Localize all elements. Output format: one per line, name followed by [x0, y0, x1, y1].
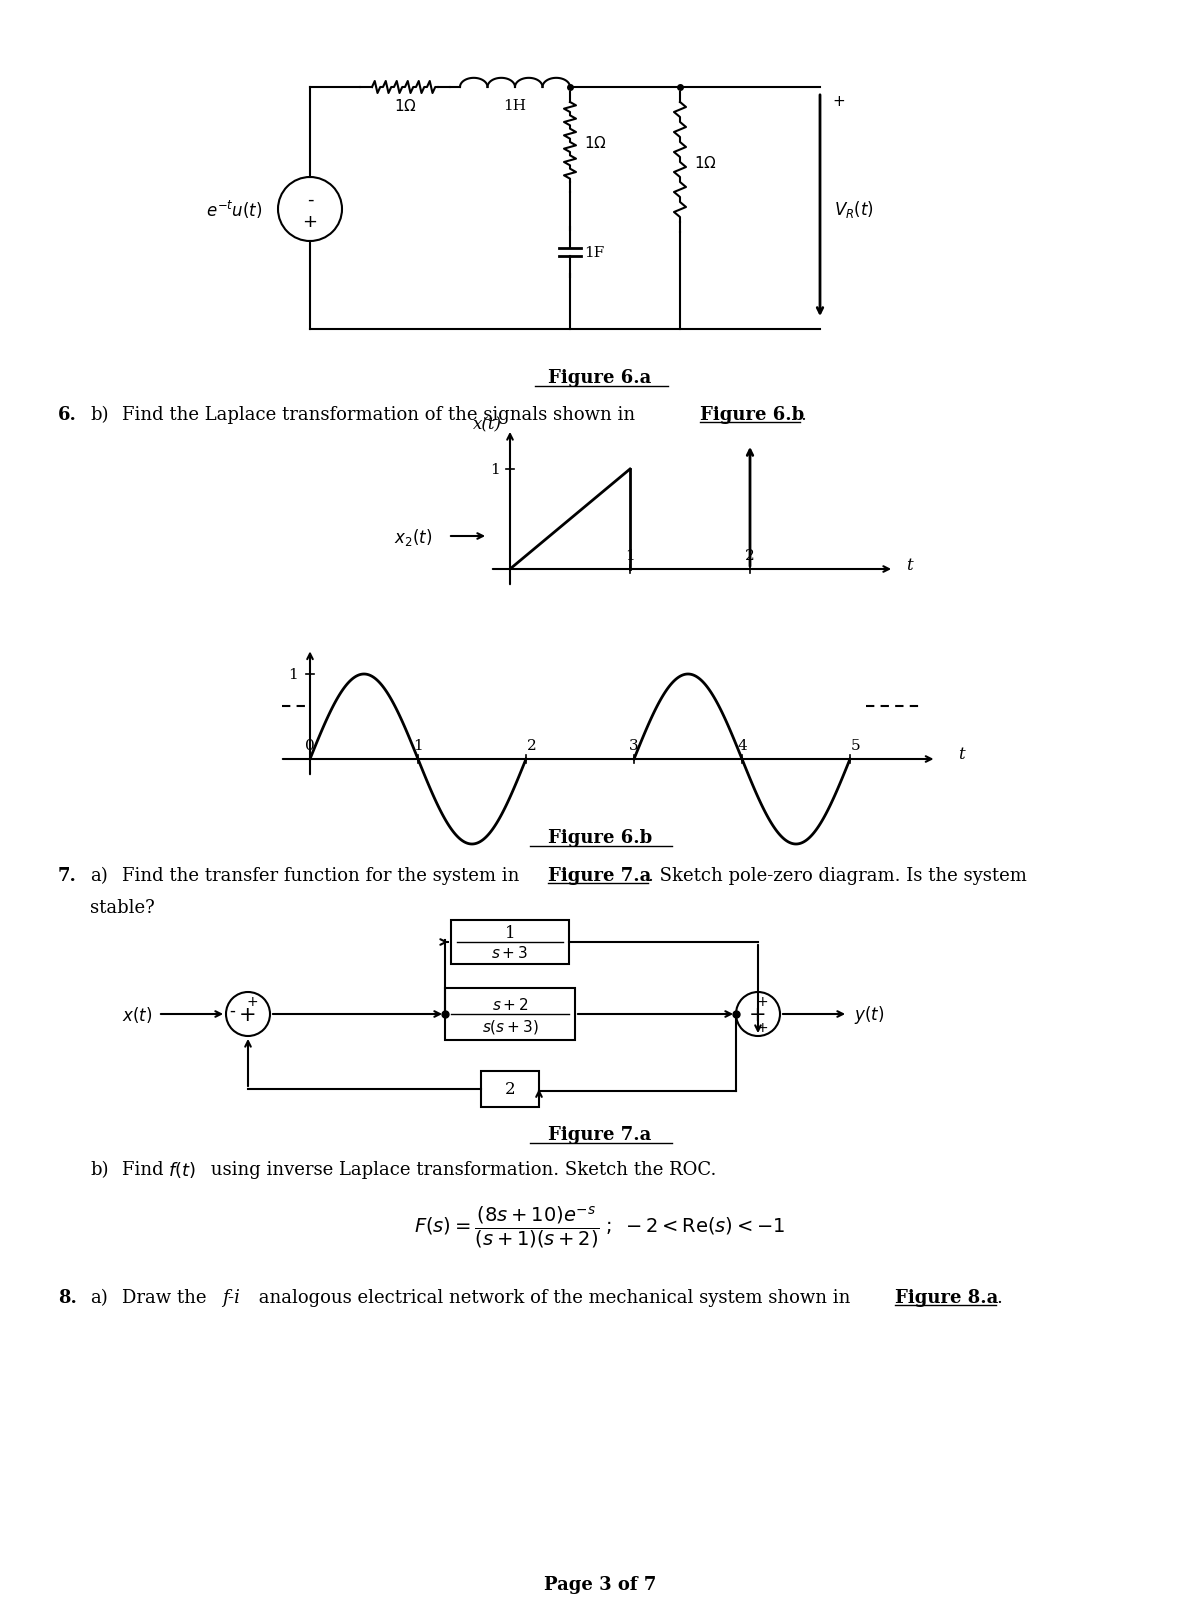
Text: Figure 7.a: Figure 7.a: [548, 1125, 652, 1143]
Text: Find: Find: [122, 1160, 169, 1178]
Text: +: +: [832, 94, 845, 109]
Text: t: t: [906, 557, 913, 573]
Text: b): b): [90, 406, 108, 424]
Text: $s+2$: $s+2$: [492, 997, 528, 1013]
Text: 2: 2: [505, 1081, 515, 1097]
Text: analogous electrical network of the mechanical system shown in: analogous electrical network of the mech…: [253, 1289, 856, 1307]
Text: 5: 5: [851, 738, 860, 753]
Text: 7.: 7.: [58, 867, 77, 885]
Text: 2: 2: [527, 738, 536, 753]
Text: .: .: [996, 1289, 1002, 1307]
Text: t: t: [958, 747, 965, 763]
Text: stable?: stable?: [90, 899, 155, 917]
Text: 1: 1: [288, 667, 298, 682]
Text: 1: 1: [505, 925, 515, 941]
Text: 4: 4: [737, 738, 746, 753]
Text: . Sketch pole-zero diagram. Is the system: . Sketch pole-zero diagram. Is the syste…: [648, 867, 1027, 885]
Text: a): a): [90, 1289, 108, 1307]
Text: -: -: [229, 1001, 235, 1019]
Text: Figure 6.b: Figure 6.b: [700, 406, 804, 424]
Text: x(t): x(t): [473, 415, 502, 433]
Text: 1H: 1H: [504, 99, 527, 114]
Text: 1: 1: [625, 549, 635, 563]
Text: using inverse Laplace transformation. Sketch the ROC.: using inverse Laplace transformation. Sk…: [205, 1160, 716, 1178]
Text: f-i: f-i: [222, 1289, 240, 1307]
Text: $F(s) = \dfrac{(8s+10)e^{-s}}{(s+1)(s+2)}\;;\;-2<\mathrm{Re}(s)<-1$: $F(s) = \dfrac{(8s+10)e^{-s}}{(s+1)(s+2)…: [414, 1204, 786, 1250]
Text: $e^{-t}u(t)$: $e^{-t}u(t)$: [205, 200, 262, 221]
Text: +: +: [756, 995, 768, 1008]
Text: .: .: [800, 406, 806, 424]
Text: $x_2(t)$: $x_2(t)$: [394, 526, 432, 547]
Text: Draw the: Draw the: [122, 1289, 212, 1307]
Text: $1\Omega$: $1\Omega$: [584, 135, 607, 151]
Text: a): a): [90, 867, 108, 885]
Text: +: +: [302, 213, 318, 230]
Text: 6.: 6.: [58, 406, 77, 424]
Text: +: +: [749, 1005, 767, 1024]
Text: +: +: [756, 1021, 768, 1034]
Text: 1: 1: [413, 738, 422, 753]
Text: 3: 3: [629, 738, 638, 753]
Text: 2: 2: [745, 549, 755, 563]
Bar: [445, 988, 575, 1040]
Text: Figure 6.b: Figure 6.b: [548, 828, 652, 847]
Text: $s(s+3)$: $s(s+3)$: [481, 1018, 539, 1035]
Text: $x(t)$: $x(t)$: [121, 1005, 152, 1024]
Text: 1F: 1F: [584, 245, 605, 260]
Text: Figure 7.a: Figure 7.a: [548, 867, 652, 885]
Text: b): b): [90, 1160, 108, 1178]
Text: Page 3 of 7: Page 3 of 7: [544, 1574, 656, 1594]
Bar: [451, 920, 569, 964]
Text: Figure 6.a: Figure 6.a: [548, 368, 652, 386]
Text: Find the Laplace transformation of the signals shown in: Find the Laplace transformation of the s…: [122, 406, 641, 424]
Text: Figure 8.a: Figure 8.a: [895, 1289, 998, 1307]
Text: 0: 0: [305, 738, 314, 753]
Bar: [481, 1071, 539, 1107]
Text: Find the transfer function for the system in: Find the transfer function for the syste…: [122, 867, 526, 885]
Text: $V_R(t)$: $V_R(t)$: [834, 198, 874, 219]
Text: $s+3$: $s+3$: [492, 945, 528, 961]
Text: $1\Omega$: $1\Omega$: [394, 97, 416, 114]
Text: $y(t)$: $y(t)$: [854, 1003, 884, 1026]
Text: 8.: 8.: [58, 1289, 77, 1307]
Text: $1\Omega$: $1\Omega$: [694, 154, 716, 170]
Text: $f(t)$: $f(t)$: [168, 1159, 196, 1180]
Text: -: -: [307, 192, 313, 209]
Text: 1: 1: [491, 463, 500, 477]
Text: +: +: [239, 1005, 257, 1024]
Text: +: +: [246, 995, 258, 1008]
